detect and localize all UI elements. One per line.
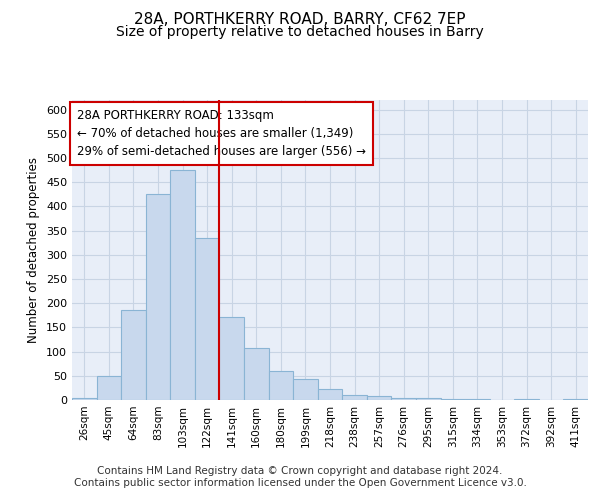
Bar — [97, 376, 121, 400]
Text: Size of property relative to detached houses in Barry: Size of property relative to detached ho… — [116, 25, 484, 39]
Text: Contains HM Land Registry data © Crown copyright and database right 2024.
Contai: Contains HM Land Registry data © Crown c… — [74, 466, 526, 487]
Bar — [318, 390, 342, 400]
Bar — [440, 398, 465, 400]
Bar — [391, 398, 416, 400]
Bar — [220, 317, 244, 400]
Bar — [514, 399, 539, 400]
Bar — [465, 399, 490, 400]
Bar — [416, 398, 440, 400]
Bar — [293, 379, 318, 400]
Bar — [195, 238, 220, 400]
Bar — [244, 348, 269, 400]
Bar — [367, 396, 391, 400]
Bar — [342, 395, 367, 400]
Text: 28A PORTHKERRY ROAD: 133sqm
← 70% of detached houses are smaller (1,349)
29% of : 28A PORTHKERRY ROAD: 133sqm ← 70% of det… — [77, 109, 366, 158]
Text: 28A, PORTHKERRY ROAD, BARRY, CF62 7EP: 28A, PORTHKERRY ROAD, BARRY, CF62 7EP — [134, 12, 466, 28]
Bar — [269, 371, 293, 400]
Bar — [170, 170, 195, 400]
Bar — [72, 398, 97, 400]
Bar — [121, 310, 146, 400]
Bar — [563, 399, 588, 400]
Bar — [146, 194, 170, 400]
Y-axis label: Number of detached properties: Number of detached properties — [28, 157, 40, 343]
